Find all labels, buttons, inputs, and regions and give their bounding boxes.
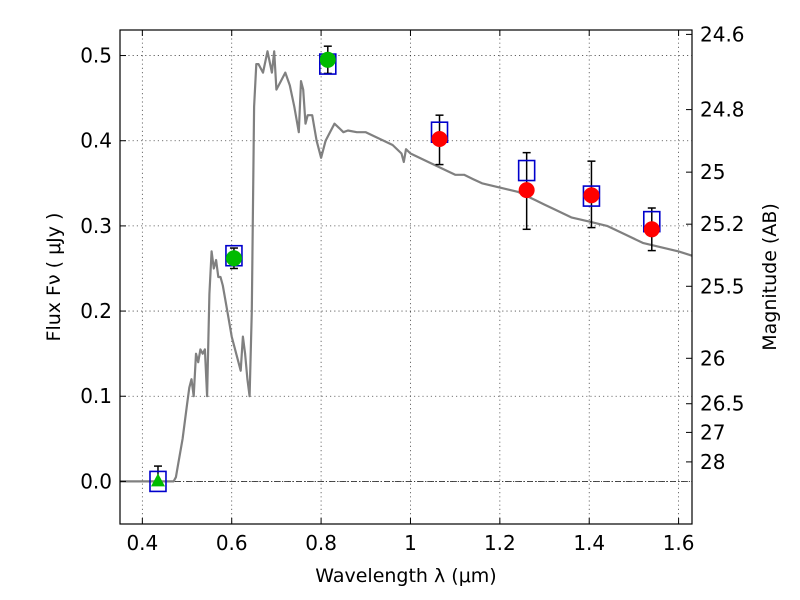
right-tick-label: 25.5 xyxy=(700,274,745,298)
right-tick-label: 26.5 xyxy=(700,392,745,416)
detection-marker-circle xyxy=(643,221,660,238)
y-tick-label: 0.2 xyxy=(80,299,112,323)
y-tick-label: 0.4 xyxy=(80,129,112,153)
detection-marker-circle xyxy=(319,51,336,68)
x-axis-title: Wavelength λ (μm) xyxy=(315,565,496,587)
detection-marker-circle xyxy=(431,131,448,148)
x-tick-label: 0.4 xyxy=(126,531,158,555)
right-tick-label: 24.6 xyxy=(700,22,745,46)
x-tick-label: 0.6 xyxy=(216,531,248,555)
axis-ticks: 0.4 0.6 0.8 1 1.2 1.4 1.6 0.0 0.1 0.2 0.3 0.4 0.5 24.… xyxy=(80,22,744,555)
detection-marker-circle xyxy=(583,187,600,204)
right-tick-label: 25 xyxy=(700,160,725,184)
detection-marker-circle xyxy=(225,250,242,267)
x-tick-label: 1.2 xyxy=(484,531,516,555)
detection-marker-circle xyxy=(518,182,535,199)
y-axis-title: Flux Fν ( μJy ) xyxy=(43,213,65,342)
y-tick-label: 0.5 xyxy=(80,44,112,68)
right-tick-label: 28 xyxy=(700,450,725,474)
x-tick-label: 1.6 xyxy=(663,531,695,555)
x-tick-label: 1 xyxy=(404,531,417,555)
right-tick-label: 27 xyxy=(700,420,725,444)
plot-series xyxy=(120,45,693,493)
y-tick-label: 0.1 xyxy=(80,384,112,408)
template-spectrum-line xyxy=(120,50,693,483)
plot-frame xyxy=(119,29,693,525)
right-tick-label: 26 xyxy=(700,346,725,370)
x-tick-label: 0.8 xyxy=(305,531,337,555)
detection-marker-triangle xyxy=(150,473,165,487)
right-tick-label: 24.8 xyxy=(700,98,745,122)
y-tick-label: 0.0 xyxy=(80,469,112,493)
model-photometry-box xyxy=(149,470,167,493)
right-axis-title: Magnitude (AB) xyxy=(759,203,781,351)
model-photometry-box xyxy=(517,159,536,182)
model-photometry-box xyxy=(582,185,601,207)
y-tick-label: 0.3 xyxy=(80,214,112,238)
x-tick-label: 1.4 xyxy=(573,531,605,555)
right-tick-label: 25.2 xyxy=(700,212,745,236)
